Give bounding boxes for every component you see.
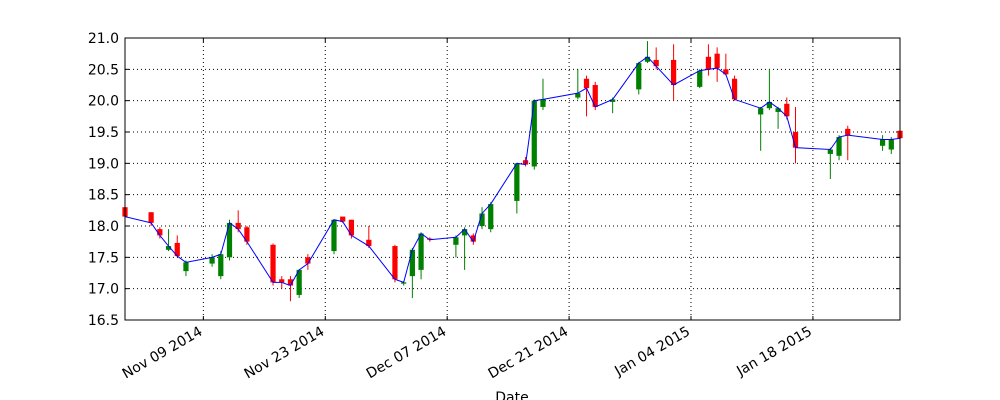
candle-body — [366, 239, 372, 247]
candle-body — [766, 101, 772, 109]
candle-body — [540, 99, 546, 107]
candle-body — [514, 163, 520, 201]
plot-frame — [124, 37, 901, 321]
y-tick-label: 19.5 — [88, 125, 119, 141]
candle-body — [592, 85, 598, 107]
candle-body — [148, 212, 154, 223]
candle-body — [401, 282, 407, 284]
candle-body — [836, 137, 842, 156]
candle-body — [888, 139, 894, 150]
x-tick-label: Dec 07 2014 — [364, 324, 450, 383]
candle-body — [453, 237, 459, 245]
candle-body — [244, 227, 250, 242]
candle-body — [157, 229, 163, 236]
candle-body — [279, 279, 285, 283]
candle-body — [758, 108, 764, 115]
x-tick-label: Dec 21 2014 — [486, 324, 572, 383]
close-line — [124, 56, 901, 287]
candle-body — [610, 99, 616, 102]
candle-body — [174, 242, 180, 257]
candle-body — [845, 128, 851, 136]
candle-body — [235, 222, 241, 230]
candle-body — [644, 56, 651, 62]
candle-body — [697, 70, 703, 87]
candle-body — [731, 78, 738, 100]
candle-body — [165, 246, 172, 250]
candle-body — [583, 78, 590, 89]
candle-body — [705, 56, 712, 70]
candle-body — [392, 246, 398, 280]
y-tick-label: 18.0 — [88, 219, 119, 235]
candle-body — [531, 100, 537, 167]
candle-body — [183, 262, 189, 272]
candle-body — [409, 249, 415, 277]
x-tick-label: Jan 18 2015 — [733, 324, 815, 380]
candle-body — [784, 103, 790, 117]
x-tick-label: Jan 04 2015 — [611, 324, 693, 380]
candle-body — [331, 219, 337, 252]
candle-body — [479, 213, 485, 226]
candle-body — [653, 59, 659, 67]
y-tick-label: 21.0 — [88, 31, 119, 47]
candle-body — [575, 93, 581, 98]
candle-body — [470, 235, 476, 242]
candle-body — [461, 229, 468, 236]
y-tick-label: 20.0 — [88, 94, 119, 110]
candle-body — [305, 257, 311, 264]
candle-body — [270, 244, 276, 283]
x-axis-label: Date — [495, 390, 528, 400]
candle-body — [226, 222, 233, 258]
candle-body — [775, 108, 781, 112]
candle-body — [427, 238, 433, 240]
candle-body — [879, 139, 886, 146]
candle-body — [287, 279, 294, 286]
y-tick-label: 20.5 — [88, 62, 119, 78]
x-tick-label: Nov 09 2014 — [120, 324, 206, 383]
y-tick-label: 17.5 — [88, 250, 119, 266]
candle-body — [636, 63, 642, 90]
candle-body — [714, 53, 720, 69]
y-tick-label: 16.5 — [88, 313, 119, 329]
y-tick-label: 17.0 — [88, 282, 119, 298]
x-tick-label: Nov 23 2014 — [242, 324, 328, 383]
candle-body — [418, 233, 424, 270]
candle-body — [723, 69, 729, 75]
candle-body — [488, 204, 494, 230]
candle-body — [670, 59, 677, 85]
y-tick-label: 18.5 — [88, 188, 119, 204]
candle-body — [792, 132, 799, 148]
candle-body — [340, 216, 346, 222]
candle-body — [348, 219, 355, 236]
candle-body — [827, 149, 833, 154]
candle-body — [218, 254, 224, 277]
y-tick-label: 19.0 — [88, 156, 119, 172]
candle-body — [209, 257, 215, 264]
candle-body — [296, 269, 302, 295]
